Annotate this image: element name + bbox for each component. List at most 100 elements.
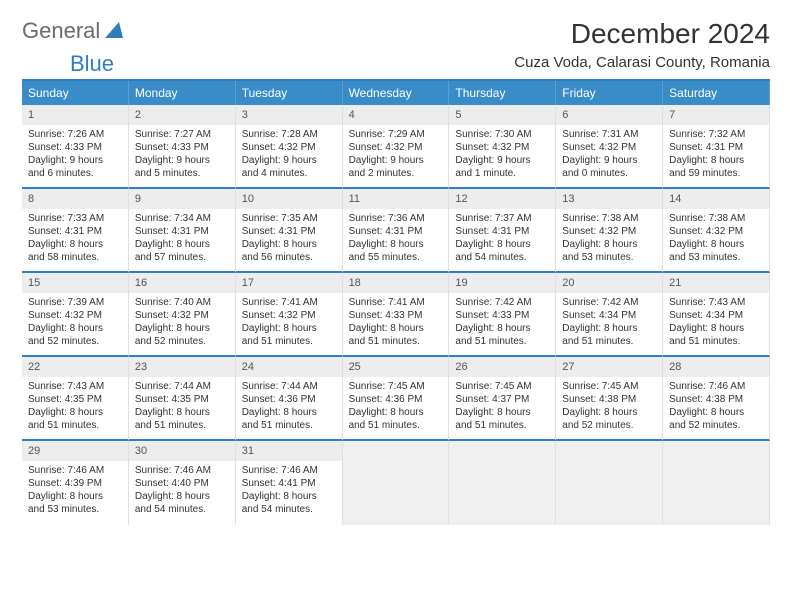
day-number: 1: [22, 105, 128, 125]
sunrise-line: Sunrise: 7:35 AM: [242, 212, 336, 225]
day-number: 13: [556, 189, 662, 209]
sunset-line: Sunset: 4:41 PM: [242, 477, 336, 490]
sunset-line: Sunset: 4:31 PM: [135, 225, 229, 238]
sunrise-line: Sunrise: 7:38 AM: [669, 212, 763, 225]
day-header: Thursday: [449, 81, 556, 105]
calendar-cell: 10 Sunrise: 7:35 AMSunset: 4:31 PMDayligh…: [236, 189, 343, 273]
sunrise-line: Sunrise: 7:34 AM: [135, 212, 229, 225]
daylight-line: Daylight: 8 hours and 51 minutes.: [242, 322, 336, 348]
day-number: 28: [663, 357, 769, 377]
calendar-cell: 28 Sunrise: 7:46 AMSunset: 4:38 PMDayligh…: [663, 357, 770, 441]
calendar-cell: 18 Sunrise: 7:41 AMSunset: 4:33 PMDayligh…: [343, 273, 450, 357]
sunrise-line: Sunrise: 7:32 AM: [669, 128, 763, 141]
day-header: Sunday: [22, 81, 129, 105]
daylight-line: Daylight: 8 hours and 57 minutes.: [135, 238, 229, 264]
sunset-line: Sunset: 4:33 PM: [28, 141, 122, 154]
calendar-cell: 4Sunrise: 7:29 AMSunset: 4:32 PMDaylight…: [343, 105, 450, 189]
sunset-line: Sunset: 4:32 PM: [242, 309, 336, 322]
daylight-line: Daylight: 9 hours and 0 minutes.: [562, 154, 656, 180]
sunrise-line: Sunrise: 7:46 AM: [669, 380, 763, 393]
sunrise-line: Sunrise: 7:37 AM: [455, 212, 549, 225]
daylight-line: Daylight: 9 hours and 4 minutes.: [242, 154, 336, 180]
sunset-line: Sunset: 4:39 PM: [28, 477, 122, 490]
location: Cuza Voda, Calarasi County, Romania: [514, 54, 770, 71]
day-header: Saturday: [663, 81, 770, 105]
daylight-line: Daylight: 9 hours and 2 minutes.: [349, 154, 443, 180]
calendar-cell: 26Sunrise: 7:45 AMSunset: 4:37 PMDayligh…: [449, 357, 556, 441]
daylight-line: Daylight: 8 hours and 53 minutes.: [669, 238, 763, 264]
sunset-line: Sunset: 4:36 PM: [242, 393, 336, 406]
daylight-line: Daylight: 9 hours and 6 minutes.: [28, 154, 122, 180]
sunrise-line: Sunrise: 7:38 AM: [562, 212, 656, 225]
sunset-line: Sunset: 4:35 PM: [28, 393, 122, 406]
daylight-line: Daylight: 8 hours and 53 minutes.: [28, 490, 122, 516]
sunset-line: Sunset: 4:31 PM: [455, 225, 549, 238]
day-number: 30: [129, 441, 235, 461]
header: General December 2024 Cuza Voda, Calaras…: [22, 18, 770, 71]
day-number: 6: [556, 105, 662, 125]
logo-word-2: Blue: [70, 51, 114, 76]
day-number: 31: [236, 441, 342, 461]
day-number: 25: [343, 357, 449, 377]
sunset-line: Sunset: 4:31 PM: [242, 225, 336, 238]
sunset-line: Sunset: 4:31 PM: [669, 141, 763, 154]
sunrise-line: Sunrise: 7:36 AM: [349, 212, 443, 225]
sunrise-line: Sunrise: 7:41 AM: [349, 296, 443, 309]
daylight-line: Daylight: 9 hours and 5 minutes.: [135, 154, 229, 180]
daylight-line: Daylight: 8 hours and 56 minutes.: [242, 238, 336, 264]
day-number: 2: [129, 105, 235, 125]
day-number: 11: [343, 189, 449, 209]
day-number: 18: [343, 273, 449, 293]
sunset-line: Sunset: 4:32 PM: [455, 141, 549, 154]
sunrise-line: Sunrise: 7:41 AM: [242, 296, 336, 309]
calendar-cell: [343, 441, 450, 525]
sunset-line: Sunset: 4:31 PM: [349, 225, 443, 238]
daylight-line: Daylight: 8 hours and 52 minutes.: [135, 322, 229, 348]
sunset-line: Sunset: 4:33 PM: [349, 309, 443, 322]
sunrise-line: Sunrise: 7:39 AM: [28, 296, 122, 309]
sunset-line: Sunset: 4:38 PM: [669, 393, 763, 406]
daylight-line: Daylight: 8 hours and 55 minutes.: [349, 238, 443, 264]
day-number: 10: [236, 189, 342, 209]
day-number: 21: [663, 273, 769, 293]
calendar-cell: [556, 441, 663, 525]
daylight-line: Daylight: 8 hours and 51 minutes.: [349, 322, 443, 348]
daylight-line: Daylight: 8 hours and 54 minutes.: [135, 490, 229, 516]
day-header: Wednesday: [343, 81, 450, 105]
calendar-cell: 23Sunrise: 7:44 AMSunset: 4:35 PMDayligh…: [129, 357, 236, 441]
daylight-line: Daylight: 8 hours and 52 minutes.: [28, 322, 122, 348]
day-number: 20: [556, 273, 662, 293]
sunrise-line: Sunrise: 7:40 AM: [135, 296, 229, 309]
daylight-line: Daylight: 8 hours and 51 minutes.: [135, 406, 229, 432]
sunrise-line: Sunrise: 7:46 AM: [28, 464, 122, 477]
sunset-line: Sunset: 4:38 PM: [562, 393, 656, 406]
calendar-cell: [663, 441, 770, 525]
daylight-line: Daylight: 8 hours and 54 minutes.: [242, 490, 336, 516]
sunset-line: Sunset: 4:32 PM: [669, 225, 763, 238]
calendar-cell: 27Sunrise: 7:45 AMSunset: 4:38 PMDayligh…: [556, 357, 663, 441]
sunrise-line: Sunrise: 7:31 AM: [562, 128, 656, 141]
day-number: 24: [236, 357, 342, 377]
daylight-line: Daylight: 8 hours and 52 minutes.: [669, 406, 763, 432]
calendar-cell: 21Sunrise: 7:43 AMSunset: 4:34 PMDayligh…: [663, 273, 770, 357]
day-number: 9: [129, 189, 235, 209]
day-number: 15: [22, 273, 128, 293]
day-number: 5: [449, 105, 555, 125]
sunrise-line: Sunrise: 7:26 AM: [28, 128, 122, 141]
sunrise-line: Sunrise: 7:33 AM: [28, 212, 122, 225]
calendar-cell: 16Sunrise: 7:40 AMSunset: 4:32 PMDayligh…: [129, 273, 236, 357]
sunrise-line: Sunrise: 7:46 AM: [242, 464, 336, 477]
daylight-line: Daylight: 8 hours and 58 minutes.: [28, 238, 122, 264]
logo: General: [22, 18, 125, 44]
calendar-cell: 3Sunrise: 7:28 AMSunset: 4:32 PMDaylight…: [236, 105, 343, 189]
day-number: 29: [22, 441, 128, 461]
sunrise-line: Sunrise: 7:28 AM: [242, 128, 336, 141]
daylight-line: Daylight: 8 hours and 51 minutes.: [28, 406, 122, 432]
day-number: 7: [663, 105, 769, 125]
daylight-line: Daylight: 8 hours and 51 minutes.: [349, 406, 443, 432]
calendar-cell: 12Sunrise: 7:37 AMSunset: 4:31 PMDayligh…: [449, 189, 556, 273]
sunrise-line: Sunrise: 7:44 AM: [242, 380, 336, 393]
calendar-cell: 25Sunrise: 7:45 AMSunset: 4:36 PMDayligh…: [343, 357, 450, 441]
sunset-line: Sunset: 4:32 PM: [562, 141, 656, 154]
daylight-line: Daylight: 8 hours and 53 minutes.: [562, 238, 656, 264]
